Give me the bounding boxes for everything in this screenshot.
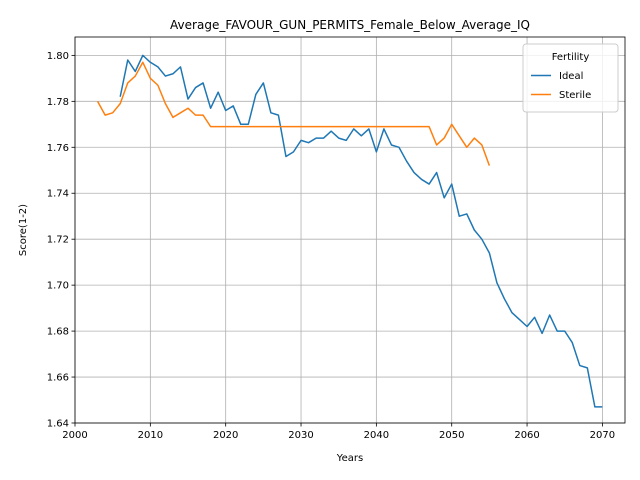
legend-label-ideal: Ideal	[559, 71, 583, 82]
y-axis-label: Score(1-2)	[18, 204, 29, 256]
y-tick-label: 1.64	[47, 419, 69, 430]
x-tick-label: 2050	[439, 430, 464, 441]
x-tick-label: 2070	[590, 430, 615, 441]
x-axis-label: Years	[336, 453, 363, 464]
chart-title: Average_FAVOUR_GUN_PERMITS_Female_Below_…	[170, 18, 530, 32]
x-tick-label: 2000	[62, 430, 87, 441]
y-tick-label: 1.72	[47, 235, 69, 246]
y-tick-label: 1.76	[47, 143, 69, 154]
y-tick-label: 1.70	[47, 281, 69, 292]
legend-label-sterile: Sterile	[559, 90, 591, 101]
y-tick-label: 1.74	[47, 189, 69, 200]
x-tick-label: 2040	[364, 430, 389, 441]
y-tick-label: 1.78	[47, 97, 69, 108]
x-tick-label: 2030	[288, 430, 313, 441]
x-tick-label: 2060	[514, 430, 539, 441]
y-tick-label: 1.66	[47, 373, 69, 384]
legend-title: Fertility	[552, 52, 590, 63]
y-tick-label: 1.80	[47, 51, 69, 62]
y-tick-label: 1.68	[47, 327, 69, 338]
legend: Fertility Ideal Sterile	[523, 44, 618, 112]
x-tick-label: 2020	[213, 430, 238, 441]
x-tick-label: 2010	[138, 430, 163, 441]
